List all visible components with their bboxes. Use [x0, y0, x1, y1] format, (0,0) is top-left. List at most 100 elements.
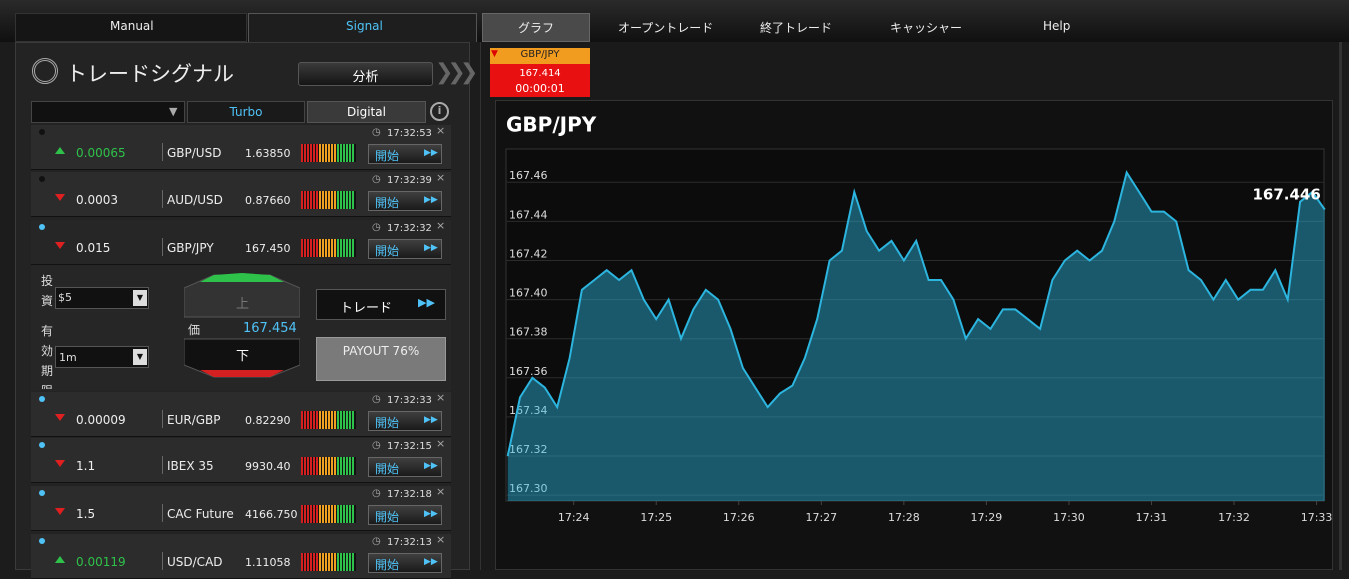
clock-icon: ◷ — [372, 394, 381, 405]
plot-area — [505, 148, 1325, 502]
trade-button[interactable]: トレード — [316, 289, 446, 320]
separator — [162, 410, 163, 428]
down-label[interactable]: 下 — [236, 349, 250, 364]
expiry-input[interactable]: 1m — [55, 346, 149, 368]
meter-bar — [322, 144, 324, 162]
meter-bar — [313, 411, 315, 429]
meter-bar — [340, 457, 342, 475]
meter-bar — [319, 144, 321, 162]
start-button[interactable]: 開始 ▶▶ — [368, 457, 442, 477]
tab-active[interactable] — [248, 13, 477, 42]
status-dot — [39, 129, 45, 135]
meter-bar — [319, 411, 321, 429]
meter-bar — [349, 239, 351, 257]
direction-arrow — [55, 508, 65, 515]
meter-bar — [331, 239, 333, 257]
meter-bar — [346, 411, 348, 429]
start-button[interactable]: 開始 ▶▶ — [368, 239, 442, 259]
nav-item[interactable]: Signal — [346, 19, 383, 33]
up-label[interactable]: 上 — [236, 297, 250, 312]
close[interactable]: × — [436, 437, 446, 450]
meter-bar — [334, 144, 336, 162]
separator — [162, 190, 163, 208]
signal-time: 17:32:32 — [387, 223, 432, 234]
chevron: ▶▶ — [424, 509, 438, 519]
close[interactable]: × — [436, 171, 446, 184]
meter-bar — [325, 553, 327, 571]
nav-item[interactable]: Manual — [110, 19, 154, 33]
nav-item[interactable]: オープントレード — [618, 21, 714, 35]
x-tick-label: 17:24 — [558, 511, 590, 524]
dropdown-arrow[interactable]: ▼ — [169, 105, 178, 118]
clock-icon: ◷ — [372, 536, 381, 547]
nav-item[interactable]: キャッシャー — [890, 21, 963, 35]
signal-price: 0.87660 — [245, 194, 291, 207]
info-icon[interactable]: i — [430, 102, 449, 121]
meter-bar — [307, 191, 309, 209]
meter-bar — [301, 191, 303, 209]
signal-time: 17:32:18 — [387, 489, 432, 500]
signal-row: ◷ 17:32:32 × 0.015 GBP/JPY 167.450 開始 ▶▶ — [31, 219, 451, 265]
meter-bar — [304, 411, 306, 429]
meter-bar — [310, 457, 312, 475]
clock-icon: ◷ — [372, 174, 381, 185]
tab-active[interactable] — [482, 13, 590, 42]
nav-item[interactable]: グラフ — [518, 21, 555, 35]
chevron: ▶▶ — [424, 148, 438, 158]
signal-price: 1.63850 — [245, 147, 291, 160]
meter-bar — [334, 457, 336, 475]
status-dot — [39, 490, 45, 496]
start-button[interactable]: 開始 ▶▶ — [368, 144, 442, 164]
filter-tab[interactable]: Digital — [307, 101, 426, 123]
nav-item[interactable]: Help — [1043, 19, 1071, 33]
signal-change: 0.015 — [76, 241, 111, 255]
start-button[interactable]: 開始 ▶▶ — [368, 505, 442, 525]
meter-bar — [328, 144, 330, 162]
dropdown[interactable] — [31, 101, 185, 123]
amount-input[interactable]: $5 — [55, 287, 149, 309]
strength-meter — [301, 411, 356, 429]
signal-price: 4166.750 — [245, 508, 298, 521]
start-button[interactable]: 開始 ▶▶ — [368, 553, 442, 573]
analyze-button[interactable]: 分析 — [298, 62, 433, 86]
ticker-countdown: 00:00:01 — [515, 82, 565, 95]
meter-bar — [322, 457, 324, 475]
x-tick-label: 17:26 — [723, 511, 755, 524]
filter-tab[interactable]: Turbo — [187, 101, 305, 123]
start-button[interactable]: 開始 ▶▶ — [368, 191, 442, 211]
area — [507, 172, 1325, 501]
strength-meter — [301, 457, 356, 475]
signal-price: 9930.40 — [245, 460, 291, 473]
close[interactable]: × — [436, 533, 446, 546]
meter-bar — [349, 457, 351, 475]
close[interactable]: × — [436, 485, 446, 498]
meter-bar — [349, 144, 351, 162]
close[interactable]: × — [436, 219, 446, 232]
meter-bar — [310, 191, 312, 209]
signal-time: 17:32:53 — [387, 128, 432, 139]
ticker-price: 167.414 — [519, 68, 561, 79]
meter-bar — [313, 505, 315, 523]
x-tick-label: 17:30 — [1053, 511, 1085, 524]
meter-bar — [316, 411, 318, 429]
meter-bar — [319, 239, 321, 257]
direction-buttons — [184, 273, 300, 378]
meter-bar — [304, 457, 306, 475]
select-arrow[interactable]: ▼ — [133, 290, 147, 306]
signal-change: 0.00065 — [76, 146, 126, 160]
ticker-body[interactable]: 167.414 00:00:01 — [490, 64, 590, 97]
x-tick-label: 17:33 — [1301, 511, 1333, 524]
select-arrow[interactable]: ▼ — [133, 349, 147, 365]
nav-item[interactable]: 終了トレード — [760, 21, 833, 35]
meter-bar — [313, 144, 315, 162]
meter-bar — [310, 144, 312, 162]
tab[interactable] — [15, 13, 247, 42]
meter-bar — [343, 191, 345, 209]
meter-bar — [307, 457, 309, 475]
start-button[interactable]: 開始 ▶▶ — [368, 411, 442, 431]
ticker-pair[interactable]: GBP/JPY — [490, 48, 590, 64]
close[interactable]: × — [436, 124, 446, 137]
close[interactable]: × — [436, 391, 446, 404]
signal-pair: EUR/GBP — [167, 413, 221, 427]
